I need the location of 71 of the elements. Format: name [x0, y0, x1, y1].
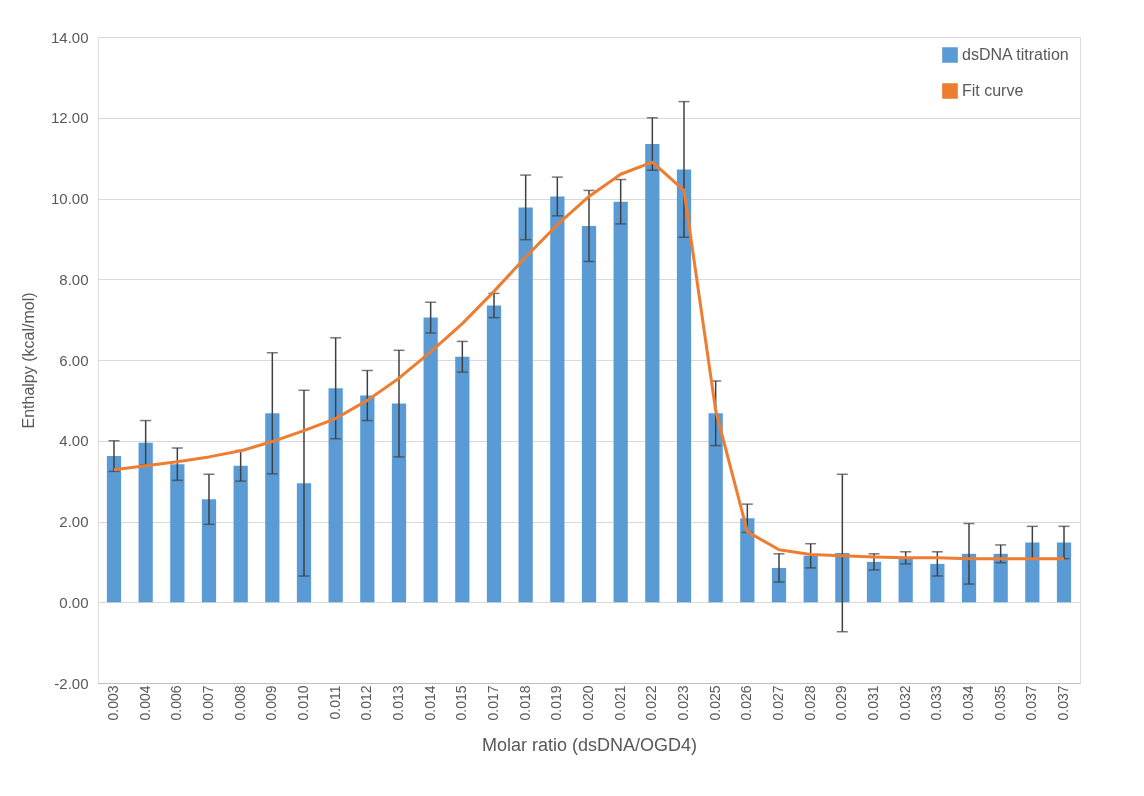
x-tick-label: 0.019: [548, 685, 565, 721]
x-tick-label: 0.015: [453, 685, 470, 721]
y-axis-title: Enthalpy (kcal/mol): [19, 292, 37, 429]
x-tick-label: 0.010: [295, 685, 311, 721]
bar: [645, 143, 660, 603]
x-tick-label: 0.021: [611, 685, 628, 721]
x-tick-label: 0.022: [643, 685, 660, 721]
bar: [233, 465, 248, 603]
x-tick-label: 0.037: [1055, 685, 1072, 721]
bar: [265, 413, 280, 603]
x-tick-label: 0.013: [390, 685, 406, 721]
bar: [866, 561, 882, 603]
bar: [930, 563, 945, 603]
bar: [486, 305, 502, 603]
bar: [423, 317, 438, 603]
bar: [581, 225, 597, 603]
x-tick-label: 0.031: [865, 685, 881, 721]
y-tick-label: 10.00: [50, 190, 89, 207]
bar: [550, 196, 565, 603]
y-tick-label: 2.00: [59, 513, 89, 530]
bar: [391, 403, 407, 603]
x-tick-label: 0.028: [801, 685, 818, 721]
y-tick-label: -2.00: [54, 674, 89, 692]
bar: [328, 388, 343, 603]
x-tick-label: 0.008: [231, 685, 248, 721]
bar: [613, 201, 628, 603]
bar: [201, 499, 217, 603]
bar: [360, 395, 375, 603]
legend-label: Fit curve: [962, 82, 1024, 99]
bar: [518, 207, 533, 603]
bar: [993, 553, 1008, 603]
legend-label: dsDNA titration: [962, 46, 1069, 63]
bar: [708, 413, 723, 603]
y-tick-label: 12.00: [50, 109, 89, 127]
bar: [803, 555, 818, 603]
bar: [455, 356, 470, 603]
x-tick-label: 0.035: [991, 685, 1008, 721]
x-tick-label: 0.023: [675, 685, 691, 721]
bar: [676, 169, 692, 603]
x-tick-label: 0.027: [770, 685, 786, 721]
x-tick-label: 0.009: [263, 685, 280, 721]
x-tick-label: 0.012: [358, 685, 375, 721]
bar: [898, 557, 913, 603]
y-tick-label: 6.00: [59, 351, 89, 369]
x-tick-label: 0.018: [516, 685, 533, 721]
x-tick-label: 0.007: [199, 685, 216, 721]
x-tick-label: 0.025: [706, 685, 723, 721]
x-tick-label: 0.026: [738, 685, 755, 721]
bar: [1025, 542, 1040, 603]
x-axis-title: Molar ratio (dsDNA/OGD4): [481, 734, 698, 755]
bar: [740, 518, 755, 603]
x-tick-label: 0.034: [960, 685, 977, 721]
x-tick-label: 0.006: [168, 685, 185, 721]
bar: [106, 456, 122, 603]
x-tick-label: 0.032: [896, 685, 913, 721]
y-tick-label: 8.00: [59, 270, 89, 288]
x-tick-label: 0.003: [104, 685, 121, 721]
x-tick-label: 0.033: [928, 685, 945, 721]
y-tick-label: 14.00: [50, 28, 89, 46]
x-tick-label: 0.004: [136, 685, 153, 721]
x-tick-label: 0.011: [326, 685, 343, 720]
y-tick-label: 0.00: [59, 593, 89, 611]
bar: [170, 464, 185, 603]
x-tick-label: 0.037: [1023, 685, 1040, 721]
x-tick-label: 0.029: [833, 685, 850, 721]
bar: [138, 442, 153, 603]
x-tick-label: 0.014: [421, 685, 438, 721]
y-tick-label: 4.00: [59, 432, 89, 450]
x-tick-label: 0.020: [580, 685, 596, 721]
bar: [1056, 542, 1072, 603]
x-tick-label: 0.017: [485, 685, 501, 721]
